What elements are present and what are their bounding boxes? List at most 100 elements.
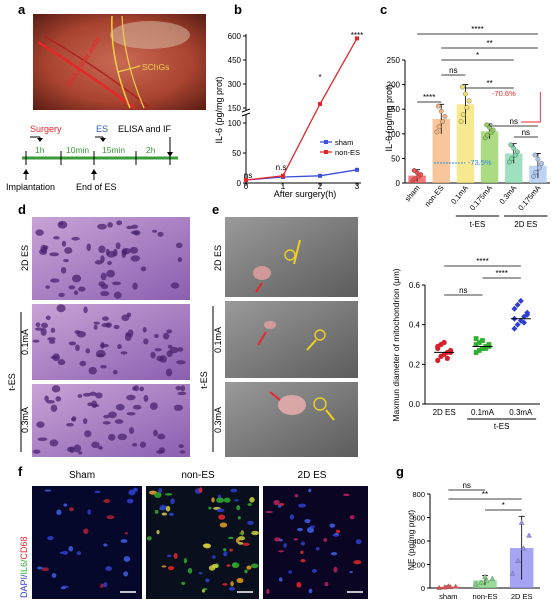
if-cell <box>60 586 66 590</box>
if-cell <box>44 489 52 492</box>
panel-label-a: a <box>18 2 26 17</box>
chart-c-point <box>490 127 496 133</box>
chart-b-ylabel: IL-6 (pg/mg prot) <box>214 76 224 143</box>
if-cell <box>230 581 234 587</box>
if-cell <box>247 520 254 526</box>
timeline-2h: 2h <box>146 145 156 155</box>
chart-c-point <box>464 105 470 111</box>
chart-c-group-label: t-ES <box>470 220 486 229</box>
he-nucleus <box>128 427 135 435</box>
he-nucleus <box>115 403 125 411</box>
chart-c-point <box>539 161 544 167</box>
chart-g-point <box>452 583 459 589</box>
e-label-tes: t-ES <box>199 371 209 389</box>
if-cell <box>242 542 250 546</box>
he-nucleus <box>175 242 183 249</box>
if-cell <box>106 515 115 520</box>
chart-e-point <box>517 297 524 304</box>
chart-b-annotation: **** <box>351 31 363 40</box>
he-nucleus <box>150 351 156 359</box>
chart-b-break <box>241 108 251 113</box>
chart-c-pct-down-arrow <box>521 92 541 123</box>
if-cell <box>229 548 233 552</box>
chart-g-point <box>473 581 479 587</box>
if-cell <box>265 510 273 513</box>
chart-g-xtick-label: 2D ES <box>511 592 533 601</box>
chart-g: NE (pg/mg prot) 0 200 400 600 800 sham non-ES 2… <box>406 481 540 601</box>
he-nucleus <box>32 339 40 343</box>
if-cell <box>237 541 244 545</box>
chart-g-signif-label: * <box>502 501 505 510</box>
chart-e: Maxmun diameter of mitochondrion (μm) 0.… <box>391 257 540 431</box>
timeline-surgery: Surgery <box>30 124 62 134</box>
he-nucleus <box>61 240 67 247</box>
he-nucleus <box>166 329 172 334</box>
he-nucleus <box>120 351 128 355</box>
chart-c-signif-label: ns <box>522 128 530 137</box>
he-nucleus <box>180 385 186 392</box>
if-cell <box>59 551 64 554</box>
chart-b-ytick-label: 600 <box>228 32 242 41</box>
timeline-15min: 15min <box>102 145 125 155</box>
he-nucleus <box>97 445 103 450</box>
chart-b-legend-label: non-ES <box>335 148 360 157</box>
if-cell <box>266 588 270 595</box>
if-cell <box>288 570 292 574</box>
if-cell <box>236 578 244 584</box>
chart-b-point <box>318 102 322 106</box>
chart-c-xtick-label: 0.3mA <box>497 184 518 206</box>
if-cell <box>216 508 225 513</box>
if-cell <box>123 571 129 577</box>
if-cell <box>168 512 174 516</box>
chart-b-break <box>241 112 251 117</box>
he-image-2d-es <box>32 217 190 300</box>
em-image-01ma <box>225 301 358 378</box>
he-image-01ma <box>32 304 190 380</box>
he-nucleus <box>113 324 120 330</box>
if-cell <box>279 502 285 506</box>
he-nucleus <box>175 385 182 391</box>
he-nucleus <box>130 230 139 235</box>
if-cell <box>278 550 284 553</box>
he-nucleus <box>51 385 61 393</box>
chart-g-signif-label: ns <box>462 481 470 490</box>
chart-c-signif-label: ns <box>449 66 457 75</box>
if-cell <box>165 505 171 512</box>
if-cell <box>219 522 228 528</box>
chart-c-point <box>509 156 514 162</box>
chart-c-point <box>412 176 418 182</box>
chart-g-ytick-label: 200 <box>412 561 425 570</box>
he-nucleus <box>126 412 136 416</box>
chart-c-signif-label: ns <box>510 117 518 126</box>
if-cell <box>51 573 57 578</box>
he-nucleus <box>96 353 105 358</box>
chart-c-xtick-label: 0.1mA <box>449 184 470 206</box>
panel-e-em: 2D ES 0.1mA 0.3mA t-ES <box>199 217 358 457</box>
if-cell <box>56 509 62 516</box>
if-cell <box>158 488 163 494</box>
chart-g-xtick-label: non-ES <box>472 592 497 601</box>
chart-e-xtick-label: 0.1mA <box>471 408 495 417</box>
chart-c-point <box>435 103 441 109</box>
chart-b-line-1 <box>245 38 358 181</box>
chart-e-ytick-label: 0.2 <box>409 360 421 369</box>
if-cell <box>274 537 281 542</box>
he-nucleus <box>52 353 60 362</box>
if-cell <box>123 556 131 562</box>
if-cell <box>247 503 252 506</box>
if-cell <box>223 551 228 557</box>
if-cell <box>273 499 280 506</box>
chart-b-point <box>281 173 285 178</box>
if-cell <box>308 588 313 594</box>
chart-b-point <box>355 167 359 172</box>
chart-b-legend-marker <box>324 140 328 144</box>
panel-label-d: d <box>18 202 26 217</box>
he-nucleus <box>113 291 122 299</box>
he-nucleus <box>35 229 44 236</box>
if-cell <box>223 548 227 552</box>
if-cell <box>246 565 252 570</box>
chart-c-point <box>514 149 520 155</box>
chart-b-xtick-label: 1 <box>281 182 286 191</box>
chart-c-xtick-label: 0.175mA <box>468 184 494 213</box>
